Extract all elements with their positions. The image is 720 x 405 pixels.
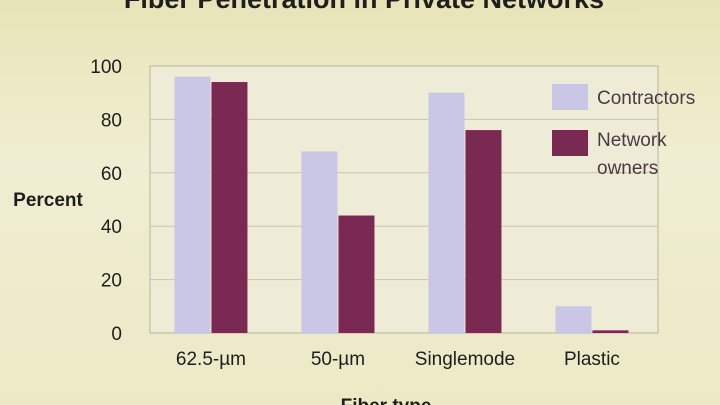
legend-swatch-network-owners [552, 130, 588, 156]
bar-network-owners-0 [211, 82, 248, 334]
bar-network-owners-3 [592, 330, 629, 333]
y-tick-label: 0 [111, 324, 122, 345]
x-category-labels: 62.5-µm 50-µm Singlemode Plastic [176, 349, 620, 370]
legend-label-contractors: Contractors [597, 88, 695, 109]
legend-label-network-owners-line1: Network [597, 130, 667, 151]
x-axis-title: Fiber type [341, 396, 432, 405]
x-category-label: Plastic [564, 349, 620, 370]
y-tick-label: 100 [90, 57, 122, 78]
y-axis-title: Percent [13, 190, 83, 211]
bar-contractors-0 [174, 76, 211, 334]
x-category-label: 50-µm [311, 349, 365, 370]
bar-network-owners-1 [338, 215, 375, 333]
y-tick-label: 20 [101, 271, 122, 292]
bar-contractors-1 [301, 151, 338, 333]
y-tick-label: 60 [101, 164, 122, 185]
y-tick-label: 80 [101, 110, 122, 131]
x-category-label: 62.5-µm [176, 349, 246, 370]
bar-network-owners-2 [465, 130, 502, 333]
bars [174, 76, 629, 334]
y-tick-label: 40 [101, 217, 122, 238]
bar-contractors-3 [555, 306, 592, 333]
legend: Contractors Network owners [552, 84, 695, 179]
legend-label-network-owners-line2: owners [597, 158, 658, 179]
y-tick-labels: 0 20 40 60 80 100 [90, 57, 122, 345]
bar-contractors-2 [428, 92, 465, 333]
chart-title: Fiber Penetration in Private Networks [124, 0, 604, 14]
x-category-label: Singlemode [415, 349, 515, 370]
legend-swatch-contractors [552, 84, 588, 110]
